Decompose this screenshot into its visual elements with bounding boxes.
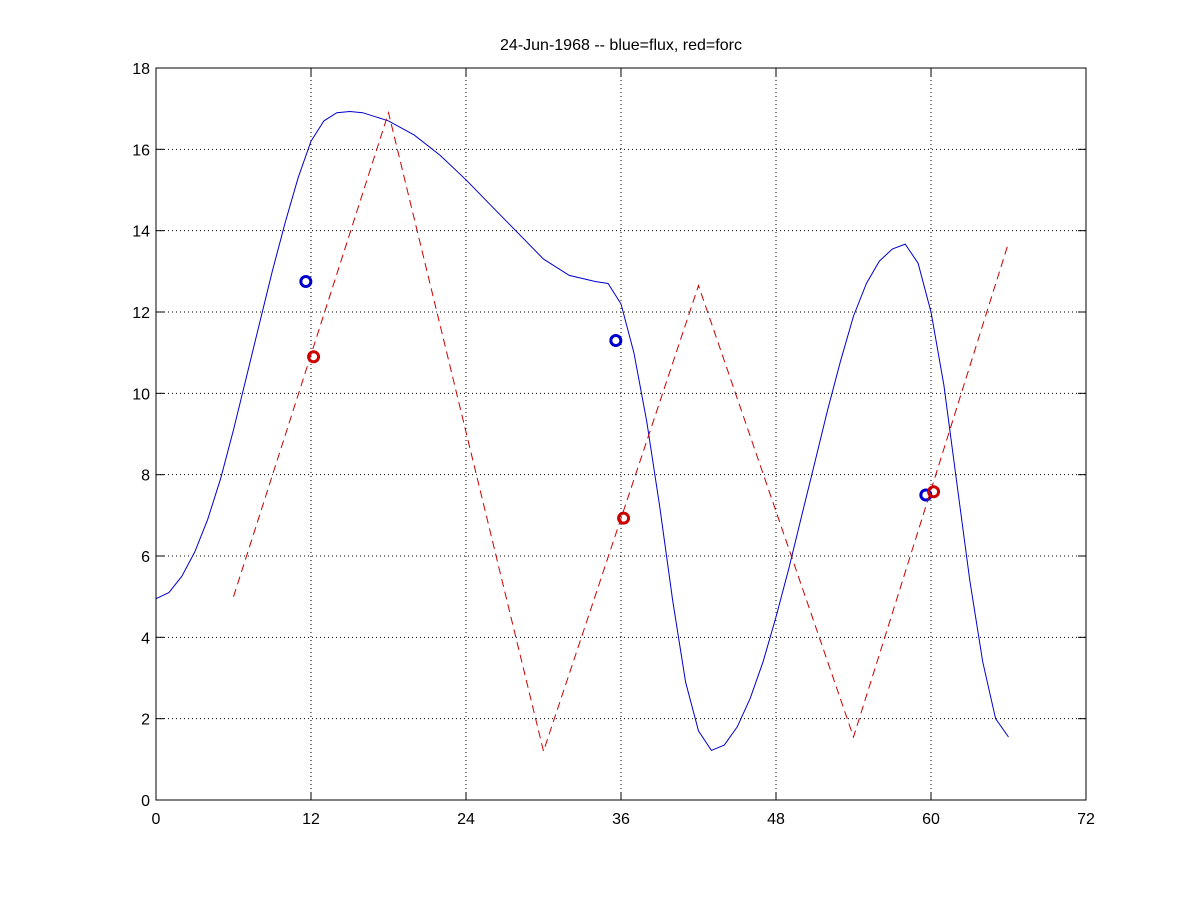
red-dashed-series-line [233,110,1009,754]
y-tick-label: 0 [141,793,150,810]
blue-solid-series-line [155,110,1009,752]
y-tick-label: 8 [141,468,150,485]
x-tick-label: 60 [922,811,940,828]
x-tick-label: 72 [1077,811,1095,828]
y-tick-label: 4 [141,630,150,647]
series-layer [155,110,1009,754]
y-tick-label: 14 [132,224,150,241]
red-circle-marker [307,350,321,364]
y-tick-label: 10 [132,386,150,403]
blue-circle-marker [299,275,313,288]
grid-layer [156,68,1086,800]
blue-circle-marker [609,333,623,347]
y-tick-label: 12 [132,305,150,322]
chart-title: 24-Jun-1968 -- blue=flux, red=forc [500,37,742,54]
x-tick-label: 36 [612,811,630,828]
x-tick-label: 24 [457,811,475,828]
x-tick-label: 12 [302,811,320,828]
x-tick-label: 48 [767,811,785,828]
red-circle-marker [927,485,941,499]
y-tick-label: 6 [141,549,150,566]
y-tick-label: 2 [141,712,150,729]
x-tick-label: 0 [152,811,161,828]
y-tick-label: 16 [132,142,150,159]
y-tick-label: 18 [132,61,150,78]
red-circle-marker [617,511,631,525]
